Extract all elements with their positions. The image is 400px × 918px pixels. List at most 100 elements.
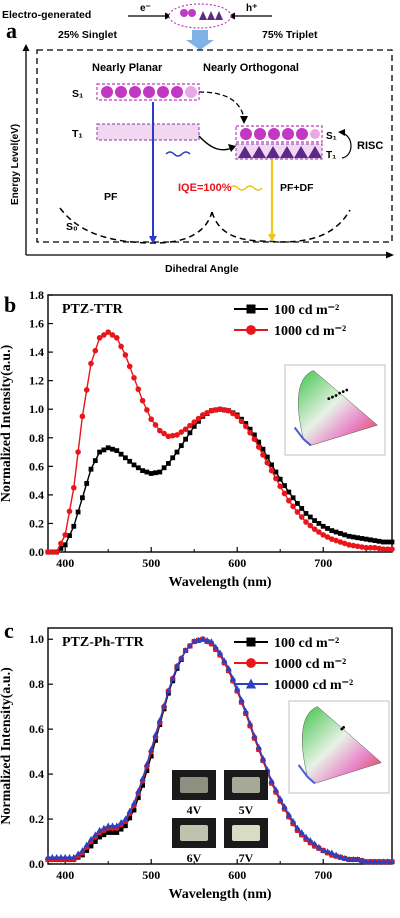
y-tick-label: 0.4 [29,488,44,502]
data-point [282,483,287,489]
x-axis: 400 500 600 700 Wavelength (nm) [56,859,367,902]
data-point [161,430,167,437]
data-point [363,544,370,551]
y-tick-label: 1.8 [29,288,44,302]
data-point [139,775,146,781]
data-point [135,795,141,801]
data-point [247,426,253,432]
data-point [191,419,197,425]
data-point [187,430,193,436]
data-point [372,544,378,551]
data-point [255,743,262,750]
data-point [307,514,313,520]
photo-voltage-label: 4V [187,803,202,817]
y-tick-label: 0.6 [29,722,44,736]
nearly-planar-label: Nearly Planar [92,62,163,74]
cie-inset-c [288,700,390,794]
y-tick-label: 0.4 [29,767,44,781]
data-point [53,853,60,860]
s0-curve-right [211,209,351,243]
nonrad-wave-blue [165,151,191,157]
data-point [264,454,270,460]
data-point [260,452,266,458]
cie-inset-c-point [342,726,345,729]
data-point [67,533,72,538]
data-point [320,847,327,853]
data-point [148,416,154,423]
data-point [303,511,309,516]
y-tick-label: 1.4 [29,345,44,359]
data-point [122,352,129,358]
data-point [290,817,297,824]
data-point [380,858,387,865]
data-point [144,407,150,413]
pf-df-label: PF+DF [280,182,314,194]
risc-arrow [341,132,352,159]
data-point [324,848,331,855]
s1-transfer-arrow [198,91,245,119]
y-tick-label: 0.6 [29,459,44,473]
data-point [88,360,94,367]
data-point [45,853,51,860]
legend: 100 cd m⁻² 1000 cd m⁻² 10000 cd m⁻² [234,636,353,693]
series-2 [45,329,395,555]
s0-label: S₀ [66,221,78,233]
data-point [165,433,172,440]
data-point [217,649,223,656]
data-point [268,467,275,474]
data-point [165,687,172,694]
data-point [277,795,284,802]
data-point [100,824,107,831]
data-point [200,412,206,418]
data-point [372,538,378,543]
data-point [354,856,361,862]
data-point [294,824,301,831]
data-point [118,826,124,832]
data-point [338,531,343,536]
data-point [385,539,391,545]
data-point [127,815,133,821]
y-tick-label: 0.2 [29,812,44,826]
data-point [127,458,133,464]
data-point [191,423,197,429]
data-point [45,549,51,555]
molecule-icon [180,9,223,20]
cie-inset-c-blue-edge [297,764,316,785]
data-point [299,506,305,511]
data-point [109,822,116,829]
data-point [286,497,292,504]
data-point [367,858,374,865]
legend-marker [246,304,256,314]
data-point [126,363,133,370]
data-point [113,822,120,829]
x-tick-label: 700 [314,868,332,882]
data-point [118,451,124,457]
iqe-label: IQE=100% [178,182,232,194]
panel-a: a Electro-generated e⁻ h⁺ 25% Singlet 75… [2,3,394,275]
data-point [273,469,279,475]
data-point [96,826,103,833]
device-photo: 6V [172,818,216,865]
data-point [105,822,112,829]
singlet-label: 25% Singlet [58,29,117,41]
data-point [135,465,141,471]
data-point [178,429,185,435]
data-point [341,854,348,861]
data-point [204,636,211,643]
data-point [217,406,223,413]
y-tick-label: 0.0 [29,545,44,559]
down-arrow [186,30,214,50]
data-point [199,635,206,642]
cie-inset-b-point [327,397,331,401]
data-point [350,542,357,549]
data-point [328,849,335,856]
data-point [359,544,365,550]
data-point [355,535,360,541]
data-point [62,532,68,538]
y-tick-label: 0.2 [29,516,44,530]
risc-label: RISC [357,140,383,152]
data-point [174,662,180,669]
data-point [92,839,98,844]
data-point [105,830,111,835]
